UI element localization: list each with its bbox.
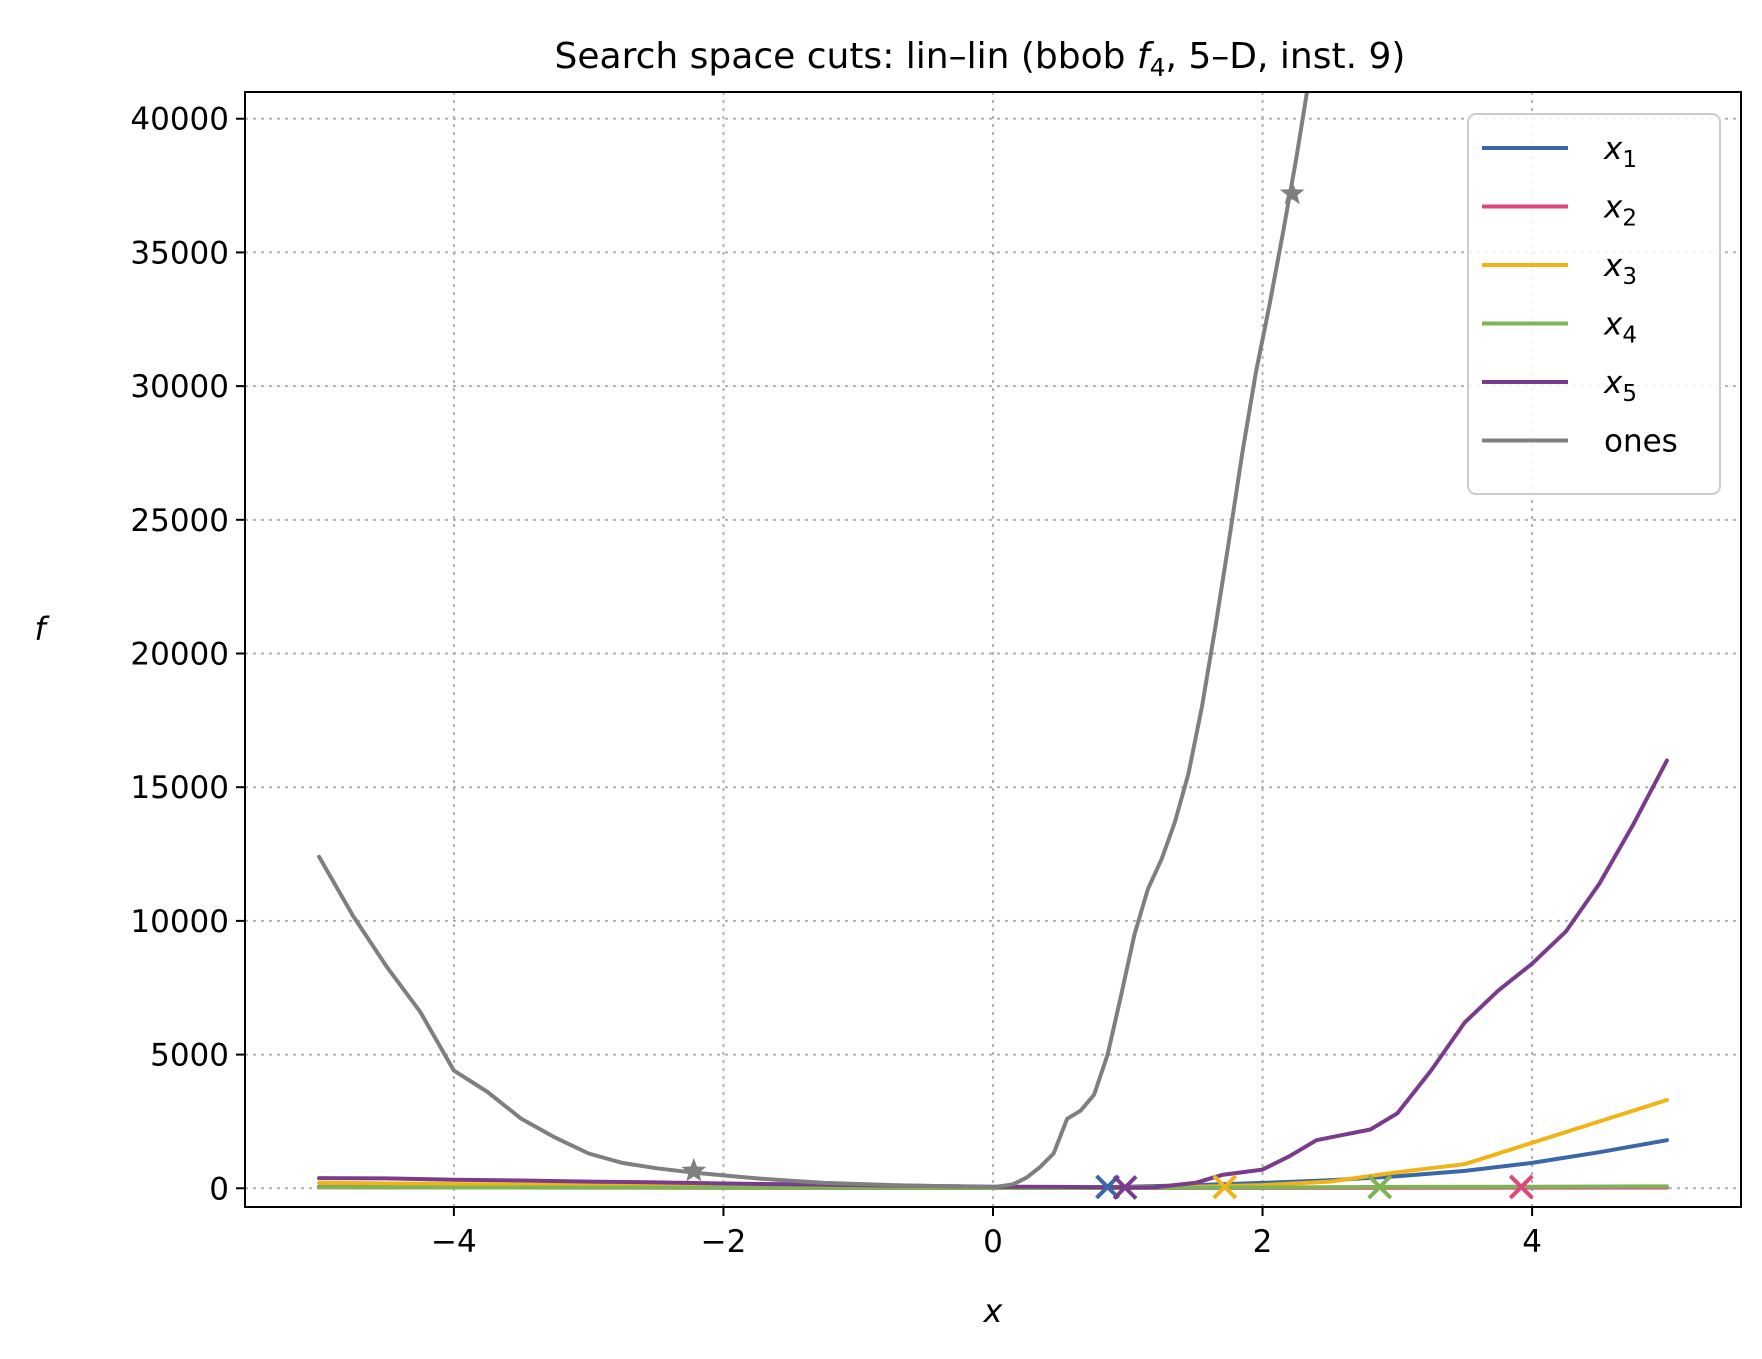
y-axis-ticks: 0 5000 10000 15000 20000 25000 30000 35000 40000 xyxy=(130,102,245,1207)
legend-item-x5: x5 xyxy=(1482,365,1637,407)
y-tick-label: 20000 xyxy=(130,637,229,673)
legend-label: x4 xyxy=(1603,307,1637,349)
legend-label: x1 xyxy=(1603,131,1637,173)
legend-item-ones: ones xyxy=(1482,424,1678,460)
series-layer xyxy=(317,92,1669,1190)
x-tick-label: −4 xyxy=(431,1224,477,1260)
y-tick-label: 35000 xyxy=(130,235,229,271)
chart-title: Search space cuts: lin–lin (bbob f4, 5–D… xyxy=(555,36,1406,82)
series-line-x5 xyxy=(317,758,1669,1190)
y-tick-label: 40000 xyxy=(130,102,229,138)
marker-layer xyxy=(681,180,1534,1200)
x-tick-label: 4 xyxy=(1522,1224,1542,1260)
x-tick-label: 0 xyxy=(983,1224,1003,1260)
y-tick-label: 0 xyxy=(209,1171,229,1207)
x-tick-label: −2 xyxy=(701,1224,747,1260)
marker-x2 xyxy=(1508,1174,1534,1200)
y-tick-label: 30000 xyxy=(130,369,229,405)
marker-x3 xyxy=(1212,1174,1238,1200)
grid xyxy=(245,92,1741,1207)
marker-ones-2 xyxy=(681,1157,707,1182)
legend-label: ones xyxy=(1604,424,1678,460)
legend-item-x1: x1 xyxy=(1482,131,1637,173)
legend-box xyxy=(1467,113,1721,495)
legend: x1 x2 x3 x4 x5 ones xyxy=(1467,113,1721,495)
y-tick-label: 25000 xyxy=(130,503,229,539)
series-line-ones xyxy=(317,92,1309,1190)
y-tick-label: 5000 xyxy=(150,1038,229,1074)
y-tick-label: 15000 xyxy=(130,770,229,806)
x-tick-label: 2 xyxy=(1253,1224,1273,1260)
marker-ones xyxy=(1279,180,1305,205)
x-axis-ticks: −4 −2 0 2 4 xyxy=(431,1207,1542,1260)
legend-label: x3 xyxy=(1603,248,1637,290)
y-axis-label: f xyxy=(34,610,50,648)
legend-item-x4: x4 xyxy=(1482,307,1637,349)
legend-item-x2: x2 xyxy=(1482,190,1637,232)
y-tick-label: 10000 xyxy=(130,904,229,940)
legend-label: x5 xyxy=(1603,365,1637,407)
marker-x5 xyxy=(1112,1175,1138,1200)
marker-x4 xyxy=(1367,1174,1393,1200)
x-axis-label: x xyxy=(983,1292,1004,1330)
legend-label: x2 xyxy=(1603,190,1637,232)
legend-item-x3: x3 xyxy=(1482,248,1637,290)
